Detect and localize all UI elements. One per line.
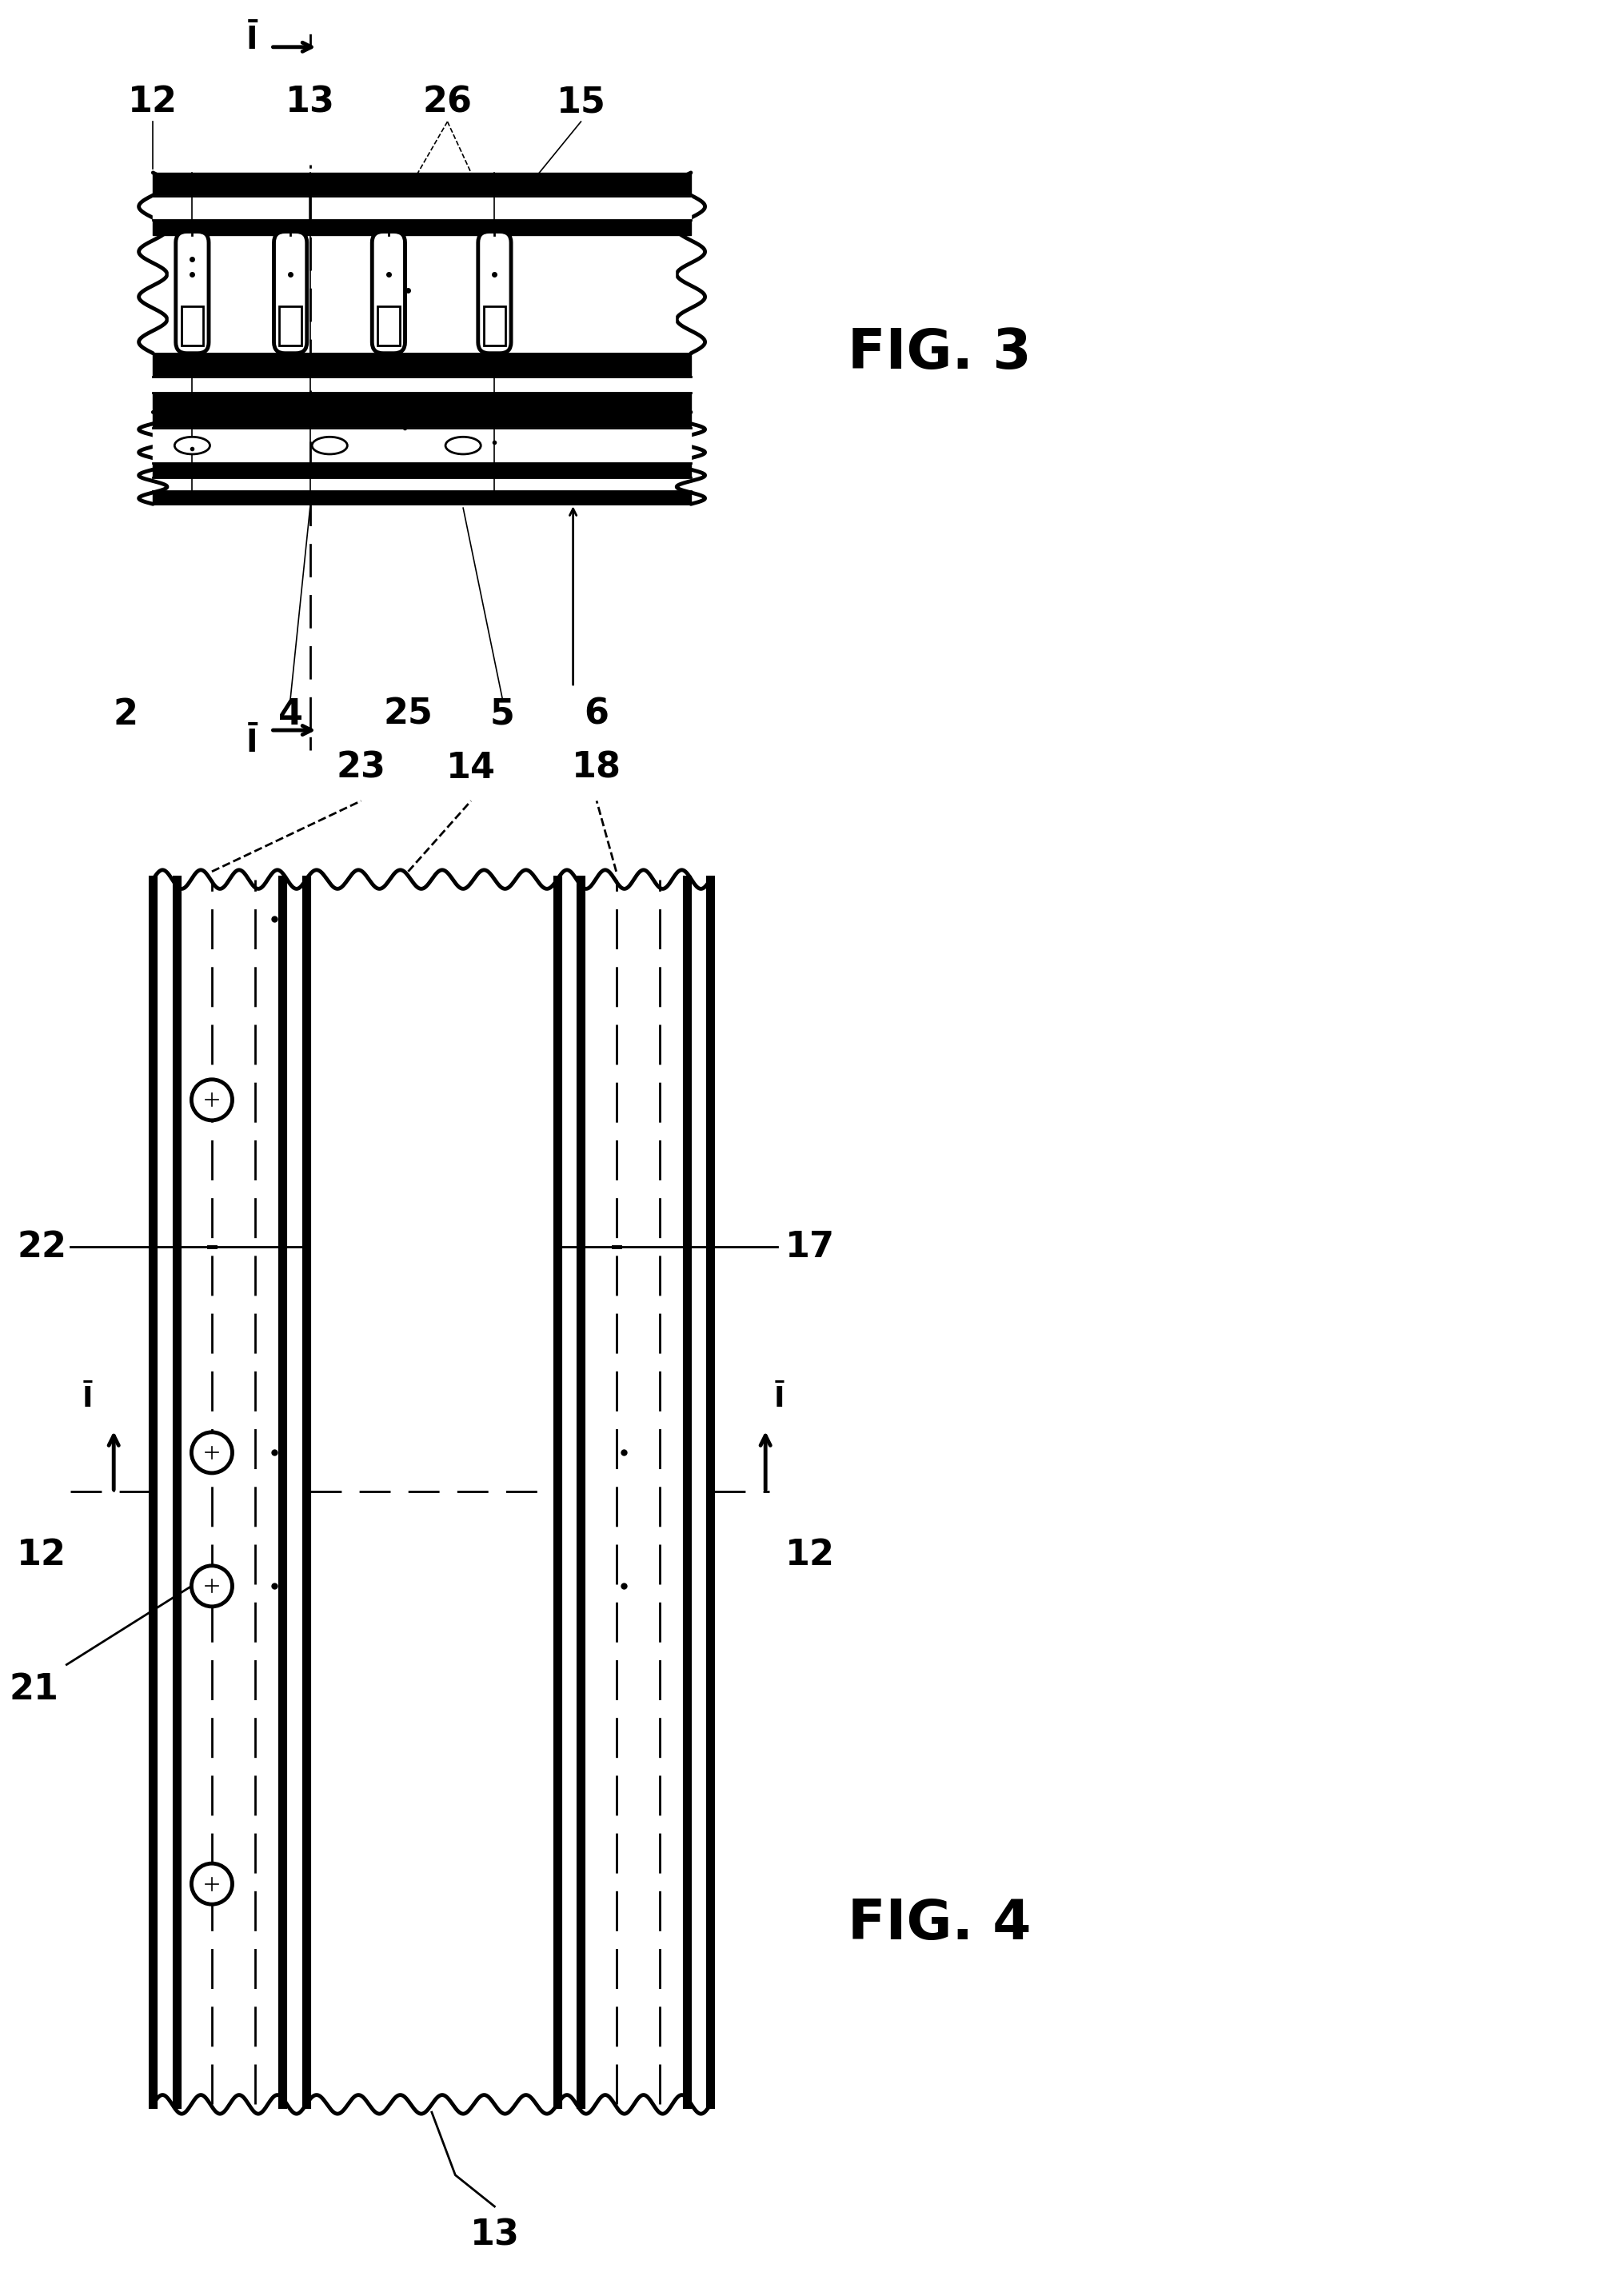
Text: 25: 25 bbox=[384, 698, 432, 732]
Text: 12: 12 bbox=[784, 1538, 834, 1573]
Text: $\mathbf{\bar{I}}$: $\mathbf{\bar{I}}$ bbox=[245, 726, 259, 758]
Text: 12: 12 bbox=[128, 85, 178, 119]
Text: 13: 13 bbox=[469, 2218, 519, 2252]
Text: 13: 13 bbox=[285, 85, 335, 119]
Text: 21: 21 bbox=[10, 1671, 59, 1706]
Text: 2: 2 bbox=[114, 698, 138, 732]
Bar bbox=[181, 305, 203, 344]
Text: $\mathbf{\bar{I}}$: $\mathbf{\bar{I}}$ bbox=[82, 1384, 94, 1414]
Text: 5: 5 bbox=[490, 698, 516, 732]
Ellipse shape bbox=[192, 1864, 232, 1903]
Ellipse shape bbox=[445, 436, 480, 455]
Ellipse shape bbox=[312, 436, 347, 455]
Text: FIG. 3: FIG. 3 bbox=[849, 326, 1031, 381]
FancyBboxPatch shape bbox=[371, 232, 405, 354]
FancyBboxPatch shape bbox=[479, 232, 511, 354]
Ellipse shape bbox=[175, 436, 210, 455]
Text: 15: 15 bbox=[556, 85, 605, 119]
Text: 18: 18 bbox=[572, 751, 621, 785]
FancyBboxPatch shape bbox=[274, 232, 307, 354]
Text: 14: 14 bbox=[447, 751, 496, 785]
Text: 12: 12 bbox=[18, 1538, 67, 1573]
Text: $\mathbf{\bar{I}}$: $\mathbf{\bar{I}}$ bbox=[245, 23, 259, 55]
Text: 4: 4 bbox=[279, 698, 303, 732]
FancyBboxPatch shape bbox=[176, 232, 208, 354]
Text: 23: 23 bbox=[336, 751, 386, 785]
Text: FIG. 4: FIG. 4 bbox=[849, 1896, 1031, 1952]
Text: $\mathbf{\bar{I}}$: $\mathbf{\bar{I}}$ bbox=[773, 1384, 786, 1414]
Text: 6: 6 bbox=[584, 698, 608, 732]
Bar bbox=[484, 305, 506, 344]
Text: 22: 22 bbox=[18, 1231, 67, 1265]
Bar bbox=[280, 305, 301, 344]
Ellipse shape bbox=[192, 1566, 232, 1607]
Text: 17: 17 bbox=[784, 1231, 834, 1265]
Bar bbox=[378, 305, 400, 344]
Text: 26: 26 bbox=[423, 85, 472, 119]
Ellipse shape bbox=[192, 1079, 232, 1120]
Ellipse shape bbox=[192, 1433, 232, 1474]
